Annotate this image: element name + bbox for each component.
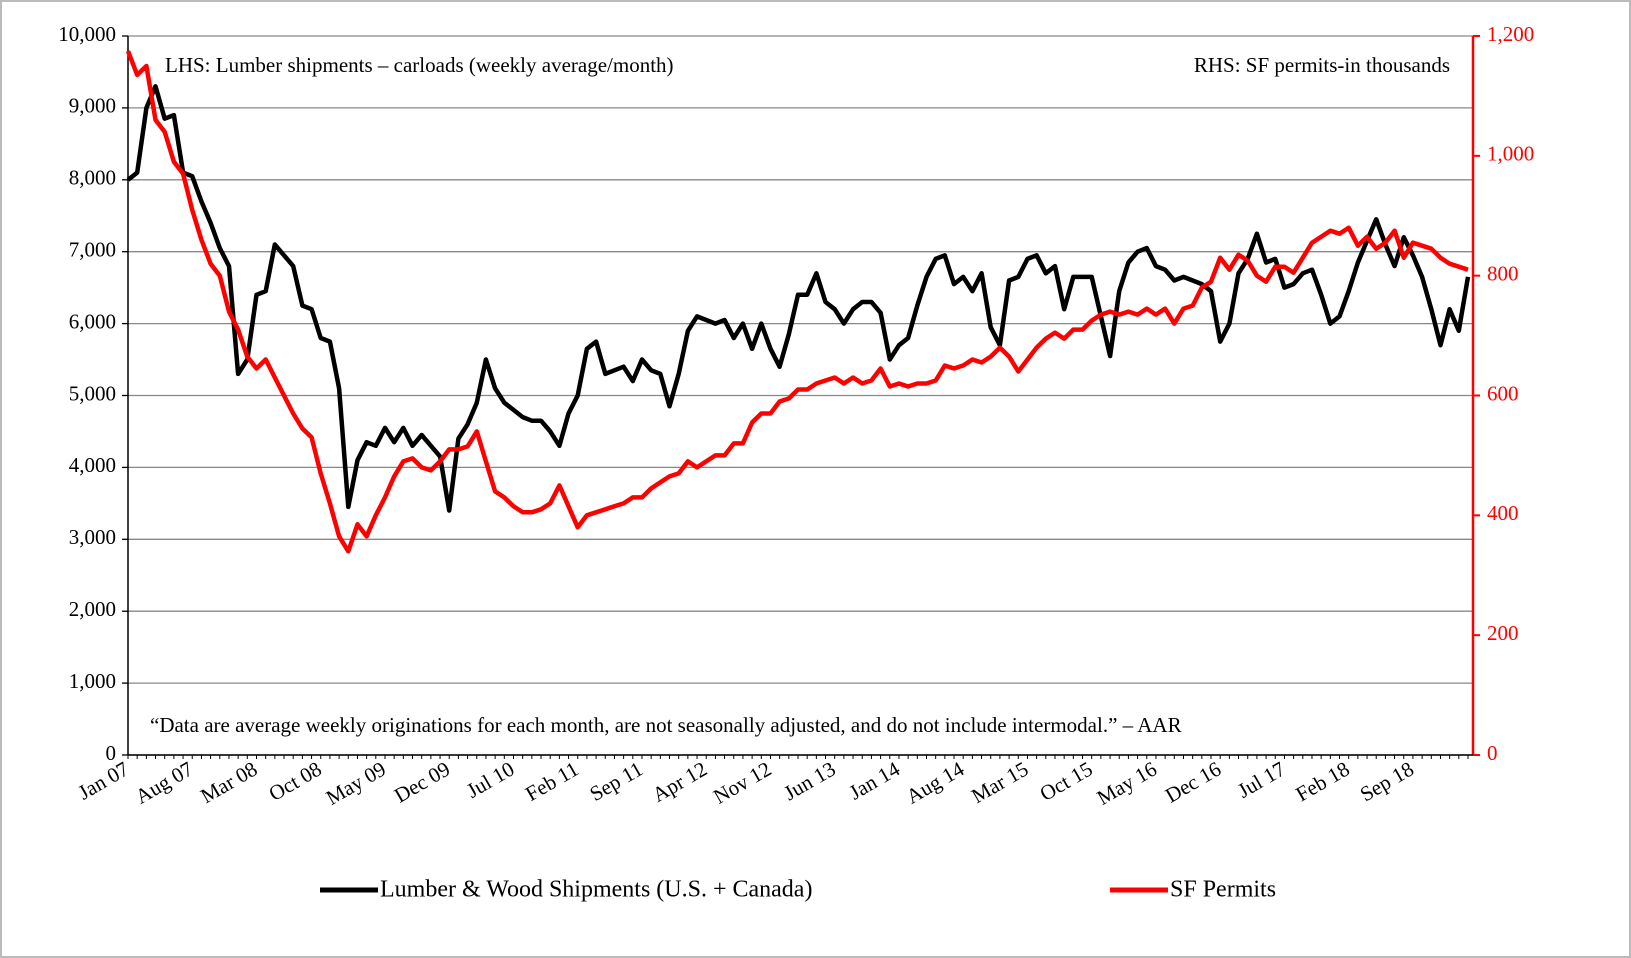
y-tick-label: 5,000 (69, 381, 116, 405)
legend-label: SF Permits (1170, 877, 1276, 903)
annotation-lhs: LHS: Lumber shipments – carloads (weekly… (165, 53, 674, 77)
y-tick-label: 9,000 (69, 94, 116, 118)
series-line (125, 50, 1469, 554)
annotation-rhs: RHS: SF permits-in thousands (1194, 53, 1450, 77)
y2-tick-label: 200 (1487, 621, 1519, 645)
y-tick-label: 3,000 (69, 525, 116, 549)
y-tick-label: 10,000 (58, 22, 116, 46)
y-tick-label: 1,000 (69, 669, 116, 693)
series-line (126, 84, 1471, 513)
y-tick-label: 4,000 (69, 453, 116, 477)
y2-tick-label: 600 (1487, 381, 1519, 405)
y-tick-label: 2,000 (69, 597, 116, 621)
annotation-source: “Data are average weekly originations fo… (150, 713, 1182, 737)
y-tick-label: 0 (106, 741, 117, 765)
y2-tick-label: 0 (1487, 741, 1498, 765)
y-tick-label: 6,000 (69, 309, 116, 333)
y-tick-label: 8,000 (69, 166, 116, 190)
legend-label: Lumber & Wood Shipments (U.S. + Canada) (380, 877, 812, 903)
y2-tick-label: 1,200 (1487, 22, 1534, 46)
y2-tick-label: 800 (1487, 261, 1519, 285)
y2-tick-label: 400 (1487, 501, 1519, 525)
y2-tick-label: 1,000 (1487, 142, 1534, 166)
y-tick-label: 7,000 (69, 238, 116, 262)
